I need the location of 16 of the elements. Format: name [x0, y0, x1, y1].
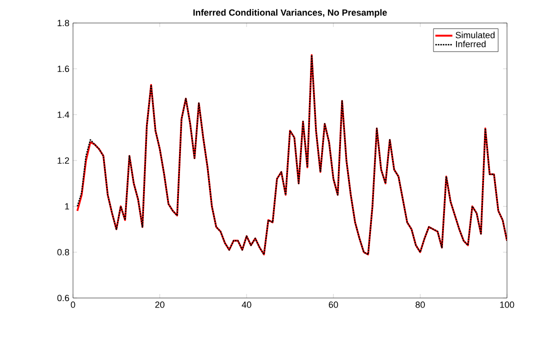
chart-title: Inferred Conditional Variances, No Presample	[193, 9, 387, 18]
y-tick-label: 0.8	[57, 248, 70, 256]
x-tick-label: 0	[70, 302, 76, 308]
y-tick-label: 1.4	[58, 112, 70, 118]
y-tick-label: 1.6	[58, 66, 70, 72]
y-tick-label: 0.6	[57, 294, 70, 302]
x-tick-label: 80	[416, 302, 425, 308]
x-tick-label: 100	[500, 302, 514, 308]
y-tick-label: 1.8	[58, 20, 70, 26]
y-tick-label: 1.2	[58, 157, 70, 164]
y-tick-label: 1	[65, 203, 70, 210]
legend-label: Inferred	[456, 40, 486, 48]
x-tick-label: 20	[155, 302, 164, 308]
x-tick-label: 40	[242, 302, 252, 308]
legend-label: Simulated	[456, 32, 495, 38]
x-tick-label: 60	[328, 302, 338, 308]
